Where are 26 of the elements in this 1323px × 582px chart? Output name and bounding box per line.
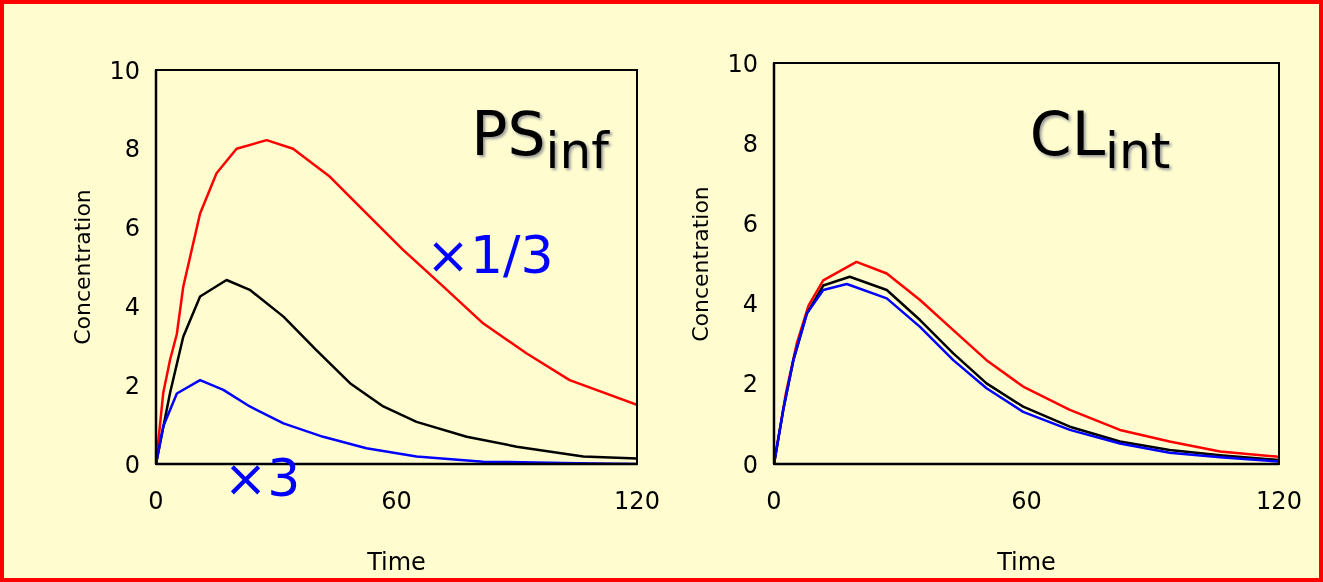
x-tick-label: 60 [381, 487, 412, 516]
x-tick-label: 60 [1011, 487, 1042, 516]
y-tick-label: 0 [742, 450, 758, 479]
y-tick-label: 6 [742, 209, 758, 238]
y-axis-title: Concentration [69, 189, 96, 345]
x-axis-title: Time [996, 548, 1056, 576]
x-axis-title: Time [366, 548, 426, 576]
y-axis-title: Concentration [687, 185, 714, 342]
x-tick-label: 0 [148, 487, 164, 516]
y-tick-label: 10 [109, 56, 140, 85]
x-tick-label: 120 [614, 487, 660, 516]
y-tick-label: 10 [727, 49, 758, 78]
annotation: ×3 [223, 448, 301, 508]
text: PS$_{inf}$ [471, 99, 609, 180]
y-tick-label: 8 [742, 129, 758, 158]
y-tick-label: 0 [124, 450, 140, 479]
x-tick-label: 0 [766, 487, 782, 516]
text: CL$_{int}$ [1029, 99, 1171, 180]
y-tick-label: 2 [742, 370, 758, 399]
annotation: ×1/3 [426, 225, 554, 285]
y-tick-label: 4 [124, 292, 140, 321]
y-tick-label: 2 [124, 371, 140, 400]
y-tick-label: 6 [124, 214, 140, 243]
y-tick-label: 8 [124, 135, 140, 164]
x-tick-label: 120 [1256, 487, 1302, 516]
y-tick-label: 4 [742, 290, 758, 319]
